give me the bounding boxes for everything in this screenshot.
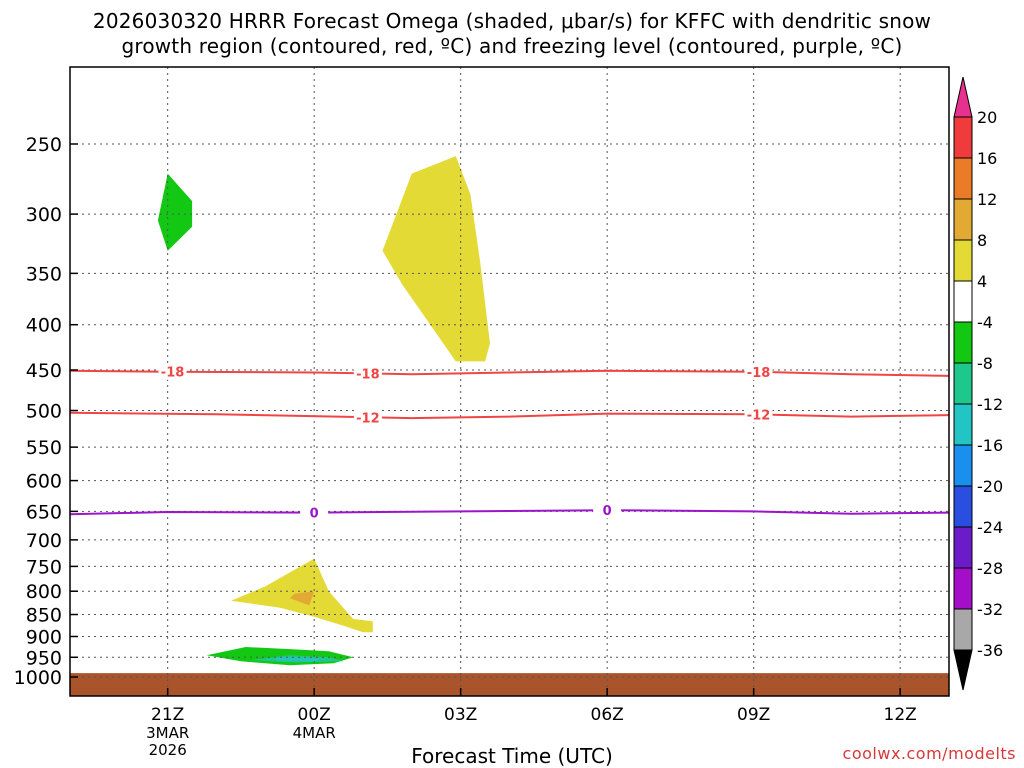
chart-title-line-1: 2026030320 HRRR Forecast Omega (shaded, … bbox=[92, 9, 932, 33]
dgz-minus18-line bbox=[69, 369, 950, 377]
colorbar-legend: 20 16 12 8 4 -4 -8 -12 -16 -20 -24 -28 -32 -36 bbox=[953, 76, 1003, 691]
y-tick-label-450: 450 bbox=[26, 360, 62, 382]
colorbar-label-6: -8 bbox=[977, 354, 993, 373]
colorbar-box-5 bbox=[953, 321, 973, 364]
y-tick-label-550: 550 bbox=[26, 437, 62, 459]
dgz-minus12-label-bg-1 bbox=[744, 406, 773, 423]
colorbar-box-11 bbox=[953, 567, 973, 610]
y-axis: 2503003504004505005506006507007508008509… bbox=[14, 134, 78, 689]
colorbar-label-13: -36 bbox=[977, 641, 1003, 660]
dgz-minus18-label-1: -18 bbox=[356, 367, 380, 382]
x-tick-label-00Z: 00Z bbox=[298, 705, 331, 725]
colorbar-box-9 bbox=[953, 485, 973, 528]
dgz-minus12-label-1: -12 bbox=[747, 408, 771, 423]
y-tick-label-750: 750 bbox=[26, 556, 62, 578]
colorbar-box-8 bbox=[953, 444, 973, 487]
y-tick-label-700: 700 bbox=[26, 530, 62, 552]
omega-region-1 bbox=[382, 156, 490, 362]
dgz-minus12-label-0: -12 bbox=[356, 411, 380, 426]
y-tick-label-1000: 1000 bbox=[14, 667, 62, 689]
omega-region-4 bbox=[206, 647, 354, 666]
omega-shaded-regions bbox=[157, 156, 490, 666]
colorbar-label-4: 4 bbox=[977, 272, 987, 291]
y-tick-label-400: 400 bbox=[26, 315, 62, 337]
colorbar-box-0 bbox=[953, 116, 973, 159]
chart-title-line-2: growth region (contoured, red, ºC) and f… bbox=[121, 34, 903, 58]
omega-region-3 bbox=[289, 591, 315, 606]
contour-lines: -18 -18 -18 -12 -12 0 0 bbox=[69, 363, 950, 522]
y-tick-label-500: 500 bbox=[26, 401, 62, 423]
site-credit: coolwx.com/modelts bbox=[842, 744, 1016, 763]
colorbar-label-2: 12 bbox=[977, 190, 997, 209]
colorbar-label-8: -16 bbox=[977, 436, 1003, 455]
colorbar-label-9: -20 bbox=[977, 477, 1003, 496]
y-tick-label-250: 250 bbox=[26, 134, 62, 156]
y-tick-label-850: 850 bbox=[26, 605, 62, 627]
x-tick-year-21Z: 2026 bbox=[149, 741, 187, 759]
dgz-minus18-label-0: -18 bbox=[161, 366, 185, 381]
y-tick-label-650: 650 bbox=[26, 501, 62, 523]
colorbar-label-5: -4 bbox=[977, 313, 993, 332]
colorbar-box-12 bbox=[953, 608, 973, 651]
freezing-level-0-label-bg-1 bbox=[593, 502, 622, 519]
y-tick-label-900: 900 bbox=[26, 626, 62, 648]
x-tick-label-21Z: 21Z bbox=[151, 705, 184, 725]
colorbar-label-12: -32 bbox=[977, 600, 1003, 619]
freezing-level-0-label-0: 0 bbox=[310, 507, 319, 522]
freezing-level-0-line bbox=[69, 509, 950, 516]
x-tick-label-03Z: 03Z bbox=[444, 705, 477, 725]
ground-layer bbox=[70, 673, 949, 696]
colorbar-bottom-arrow bbox=[953, 649, 973, 691]
omega-region-6 bbox=[275, 657, 324, 662]
colorbar-box-10 bbox=[953, 526, 973, 569]
colorbar-box-3 bbox=[953, 239, 973, 282]
plot-frame bbox=[69, 66, 950, 697]
x-tick-label-06Z: 06Z bbox=[591, 705, 624, 725]
x-tick-date-21Z: 3MAR bbox=[146, 724, 189, 742]
colorbar-label-1: 16 bbox=[977, 149, 997, 168]
omega-region-0 bbox=[157, 173, 193, 251]
x-tick-date-00Z: 4MAR bbox=[293, 724, 336, 742]
dgz-minus12-label-bg-0 bbox=[353, 409, 382, 426]
y-tick-label-300: 300 bbox=[26, 204, 62, 226]
y-tick-label-350: 350 bbox=[26, 263, 62, 285]
colorbar-label-0: 20 bbox=[977, 108, 997, 127]
dgz-minus18-label-2: -18 bbox=[747, 366, 771, 381]
dgz-minus12-line bbox=[69, 411, 950, 420]
colorbar-label-7: -12 bbox=[977, 395, 1003, 414]
gridlines bbox=[70, 67, 949, 696]
y-tick-label-800: 800 bbox=[26, 581, 62, 603]
colorbar-top-arrow bbox=[953, 76, 973, 118]
colorbar-box-1 bbox=[953, 157, 973, 200]
freezing-level-0-label-1: 0 bbox=[603, 504, 612, 519]
colorbar-box-7 bbox=[953, 403, 973, 446]
freezing-level-0-label-bg-0 bbox=[300, 504, 329, 521]
dgz-minus18-label-bg-0 bbox=[158, 363, 187, 380]
dgz-minus18-label-bg-1 bbox=[353, 365, 382, 382]
colorbar-label-10: -24 bbox=[977, 518, 1003, 537]
ground-fill bbox=[70, 673, 949, 696]
colorbar-label-3: 8 bbox=[977, 231, 987, 250]
x-tick-label-09Z: 09Z bbox=[737, 705, 770, 725]
colorbar-box-6 bbox=[953, 362, 973, 405]
colorbar-box-2 bbox=[953, 198, 973, 241]
x-tick-label-12Z: 12Z bbox=[884, 705, 917, 725]
dgz-minus18-label-bg-2 bbox=[744, 363, 773, 380]
colorbar-box-4 bbox=[953, 280, 973, 323]
x-axis-title: Forecast Time (UTC) bbox=[411, 744, 613, 768]
colorbar-label-11: -28 bbox=[977, 559, 1003, 578]
y-tick-label-600: 600 bbox=[26, 471, 62, 493]
y-tick-label-950: 950 bbox=[26, 647, 62, 669]
